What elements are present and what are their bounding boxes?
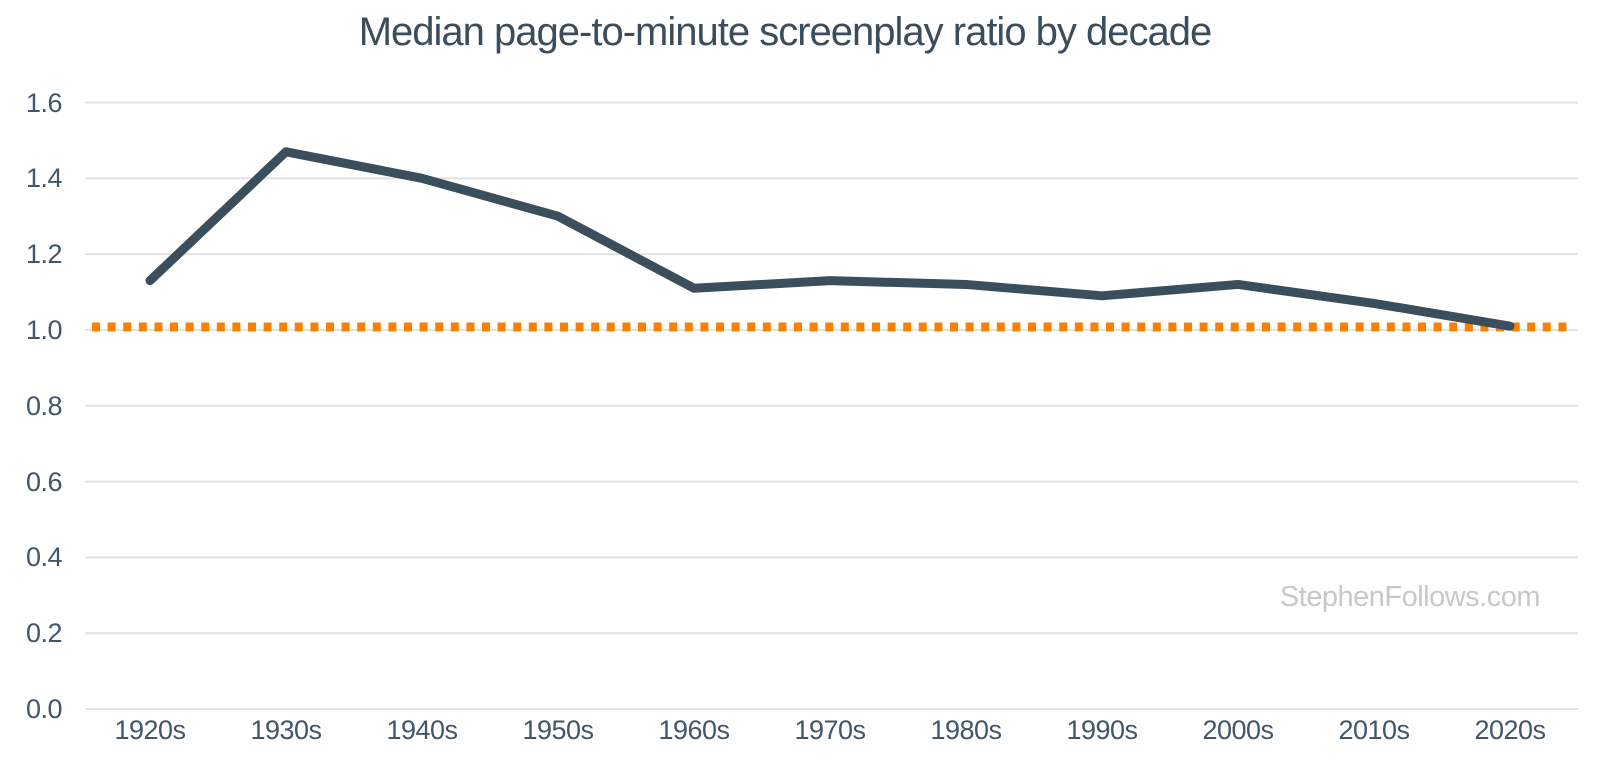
- ratio-line-series: [145, 147, 1515, 331]
- y-axis-tick-label: 1.2: [25, 239, 63, 270]
- y-axis-tick-label: 0.8: [25, 390, 63, 421]
- x-axis-tick-label: 2010s: [1338, 715, 1410, 745]
- y-axis-tick-label: 0.6: [25, 466, 63, 497]
- x-axis-tick-label: 1940s: [386, 715, 458, 745]
- x-axis-tick-label: 1920s: [114, 715, 186, 745]
- y-axis-tick-label: 1.0: [25, 314, 63, 345]
- y-axis-tick-label: 1.4: [25, 163, 63, 194]
- x-axis-tick-label: 2000s: [1202, 715, 1274, 745]
- chart-title: Median page-to-minute screenplay ratio b…: [358, 10, 1213, 54]
- x-axis-tick-label: 1980s: [930, 715, 1002, 745]
- x-axis-tick-label: 1950s: [522, 715, 594, 745]
- x-axis-tick-label: 2020s: [1474, 715, 1546, 745]
- watermark: StephenFollows.com: [1279, 581, 1541, 613]
- x-axis-tick-label: 1960s: [658, 715, 730, 745]
- y-axis-tick-label: 0.2: [25, 618, 63, 649]
- x-axis-tick-label: 1990s: [1066, 715, 1138, 745]
- y-axis-tick-label: 0.0: [25, 694, 63, 724]
- x-axis-tick-label: 1970s: [794, 715, 866, 745]
- x-axis-tick-label: 1930s: [250, 715, 322, 745]
- y-axis-tick-label: 1.6: [25, 87, 63, 118]
- y-axis-tick-label: 0.4: [25, 542, 63, 573]
